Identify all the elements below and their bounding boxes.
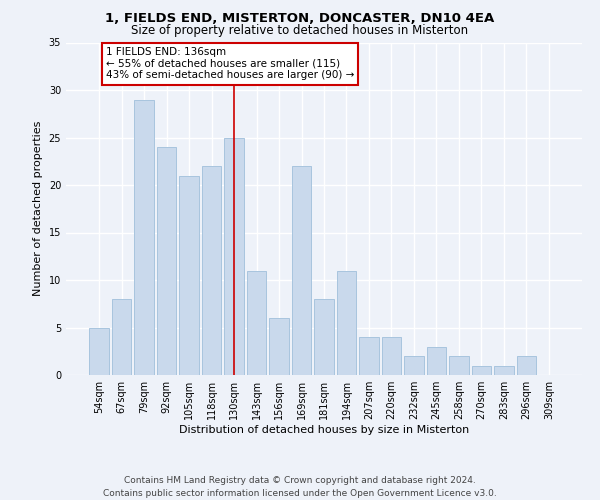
Bar xyxy=(292,166,311,375)
Bar xyxy=(337,270,356,375)
Bar xyxy=(449,356,469,375)
Text: Contains HM Land Registry data © Crown copyright and database right 2024.
Contai: Contains HM Land Registry data © Crown c… xyxy=(103,476,497,498)
Bar xyxy=(382,337,401,375)
Bar xyxy=(112,299,131,375)
Bar xyxy=(134,100,154,375)
Bar xyxy=(89,328,109,375)
Bar xyxy=(472,366,491,375)
Text: 1 FIELDS END: 136sqm
← 55% of detached houses are smaller (115)
43% of semi-deta: 1 FIELDS END: 136sqm ← 55% of detached h… xyxy=(106,48,354,80)
Bar xyxy=(517,356,536,375)
Bar xyxy=(247,270,266,375)
Bar xyxy=(202,166,221,375)
Bar xyxy=(494,366,514,375)
Bar xyxy=(314,299,334,375)
Bar xyxy=(359,337,379,375)
Text: 1, FIELDS END, MISTERTON, DONCASTER, DN10 4EA: 1, FIELDS END, MISTERTON, DONCASTER, DN1… xyxy=(106,12,494,26)
Bar xyxy=(179,176,199,375)
Y-axis label: Number of detached properties: Number of detached properties xyxy=(33,121,43,296)
Bar xyxy=(157,147,176,375)
Bar xyxy=(427,346,446,375)
Bar xyxy=(224,138,244,375)
X-axis label: Distribution of detached houses by size in Misterton: Distribution of detached houses by size … xyxy=(179,425,469,435)
Text: Size of property relative to detached houses in Misterton: Size of property relative to detached ho… xyxy=(131,24,469,37)
Bar xyxy=(404,356,424,375)
Bar xyxy=(269,318,289,375)
